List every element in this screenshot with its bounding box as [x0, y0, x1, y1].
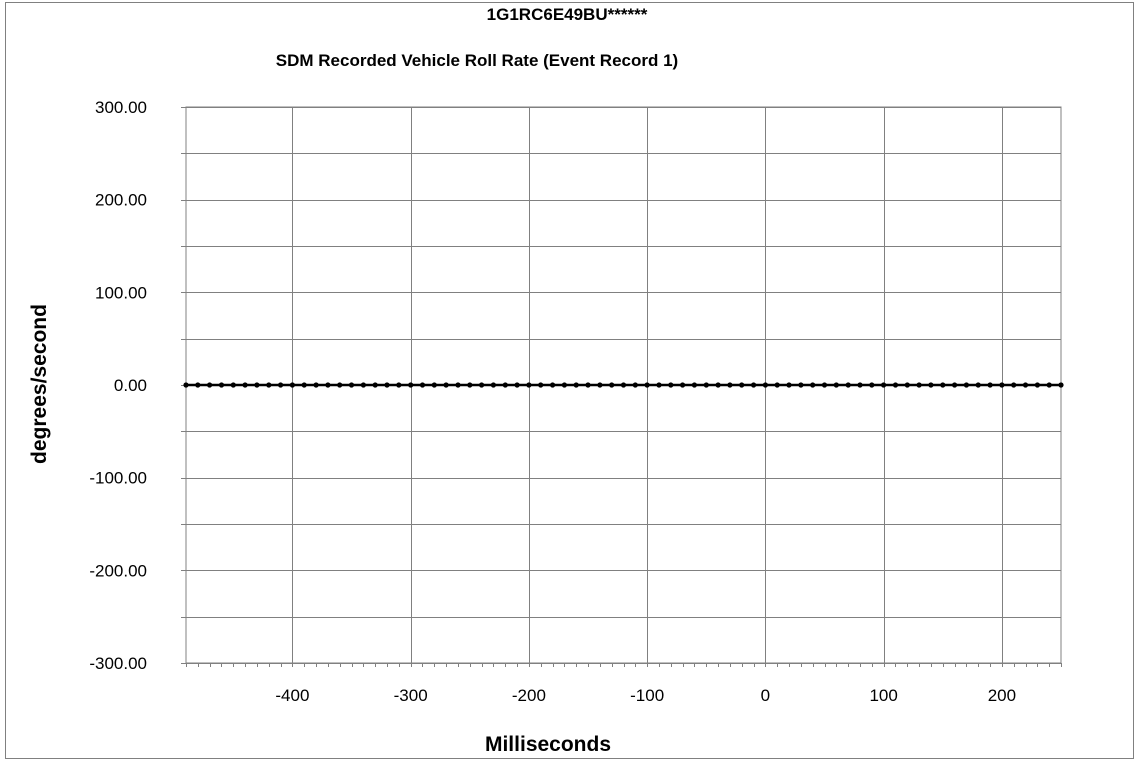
data-point — [904, 382, 910, 388]
data-point — [751, 382, 757, 388]
data-point — [928, 382, 934, 388]
data-point — [561, 382, 568, 388]
data-point — [550, 382, 556, 388]
x-tick-label: -400 — [275, 686, 309, 705]
data-point — [774, 382, 780, 388]
data-point — [443, 382, 449, 388]
data-point — [691, 382, 698, 388]
chart-title: 1G1RC6E49BU****** — [487, 5, 648, 24]
data-point — [479, 382, 485, 388]
data-point — [1022, 382, 1029, 388]
data-point — [892, 382, 899, 388]
data-point — [1046, 382, 1052, 388]
data-point — [431, 382, 437, 388]
data-point — [963, 382, 970, 388]
data-point — [821, 382, 828, 388]
x-tick-label: -200 — [512, 686, 546, 705]
data-point — [833, 382, 839, 388]
data-point — [419, 382, 426, 388]
data-point — [207, 382, 213, 388]
data-point — [668, 382, 674, 388]
data-point — [798, 382, 804, 388]
data-point — [502, 382, 508, 388]
data-point — [975, 382, 981, 388]
x-tick-label: 100 — [869, 686, 897, 705]
data-point — [348, 382, 355, 388]
data-point — [940, 382, 946, 388]
data-point — [656, 382, 662, 388]
data-point — [195, 382, 201, 388]
data-point — [396, 382, 402, 388]
data-point — [242, 382, 248, 388]
y-tick-labels: 300.00 200.00 100.00 0.00 -100.00 -200.00 -300… — [89, 98, 147, 673]
data-point — [987, 382, 993, 388]
data-point — [869, 382, 875, 388]
data-point — [739, 382, 745, 388]
data-point — [620, 382, 627, 388]
data-point — [857, 382, 863, 388]
y-tick-label: -300.00 — [89, 654, 147, 673]
y-axis-title: degrees/second — [28, 304, 51, 464]
series-layer — [183, 382, 1064, 388]
x-tick-label: 200 — [988, 686, 1016, 705]
data-point — [597, 382, 603, 388]
y-tick-label: 0.00 — [114, 376, 147, 395]
data-point — [609, 382, 615, 388]
x-tick-label: -300 — [394, 686, 428, 705]
data-point — [952, 382, 958, 388]
data-point — [573, 382, 579, 388]
data-point — [183, 382, 189, 388]
data-point — [845, 382, 851, 388]
chart-subtitle: SDM Recorded Vehicle Roll Rate (Event Re… — [276, 51, 678, 70]
data-point — [325, 382, 331, 388]
x-tick-labels: -400 -300 -200 -100 0 100 200 — [275, 686, 1016, 705]
data-point — [680, 382, 686, 388]
data-point — [455, 382, 461, 388]
chart-frame — [5, 2, 1134, 759]
data-point — [715, 382, 721, 388]
y-tick-label: -200.00 — [89, 561, 147, 580]
y-tick-label: -100.00 — [89, 469, 147, 488]
data-point — [266, 382, 272, 388]
data-point — [360, 382, 366, 388]
data-point — [644, 382, 650, 388]
data-point — [585, 382, 591, 388]
data-point — [218, 382, 225, 388]
data-point — [810, 382, 816, 388]
x-axis-title: Milliseconds — [485, 733, 611, 756]
data-point — [703, 382, 709, 388]
data-point — [514, 382, 520, 388]
data-point — [1011, 382, 1017, 388]
data-point — [538, 382, 544, 388]
data-point — [230, 382, 236, 388]
data-point — [786, 382, 792, 388]
data-point — [526, 382, 532, 388]
data-point — [384, 382, 390, 388]
data-point — [999, 382, 1005, 388]
x-tick-label: -100 — [630, 686, 664, 705]
y-tick-label: 100.00 — [95, 283, 147, 302]
data-point — [490, 382, 496, 388]
x-tick-label: 0 — [761, 686, 770, 705]
y-tick-label: 300.00 — [95, 98, 147, 117]
data-point — [916, 382, 922, 388]
data-point — [1058, 382, 1064, 388]
data-point — [762, 382, 769, 388]
data-point — [1034, 382, 1040, 388]
data-point — [881, 382, 887, 388]
data-point — [254, 382, 260, 388]
data-point — [372, 382, 378, 388]
data-point — [408, 382, 414, 388]
data-point — [632, 382, 638, 388]
data-point — [467, 382, 473, 388]
data-point — [313, 382, 319, 388]
data-point — [727, 382, 733, 388]
data-point — [289, 382, 295, 388]
data-point — [337, 382, 343, 388]
data-point — [278, 382, 284, 388]
data-point — [301, 382, 307, 388]
y-tick-label: 200.00 — [95, 191, 147, 210]
